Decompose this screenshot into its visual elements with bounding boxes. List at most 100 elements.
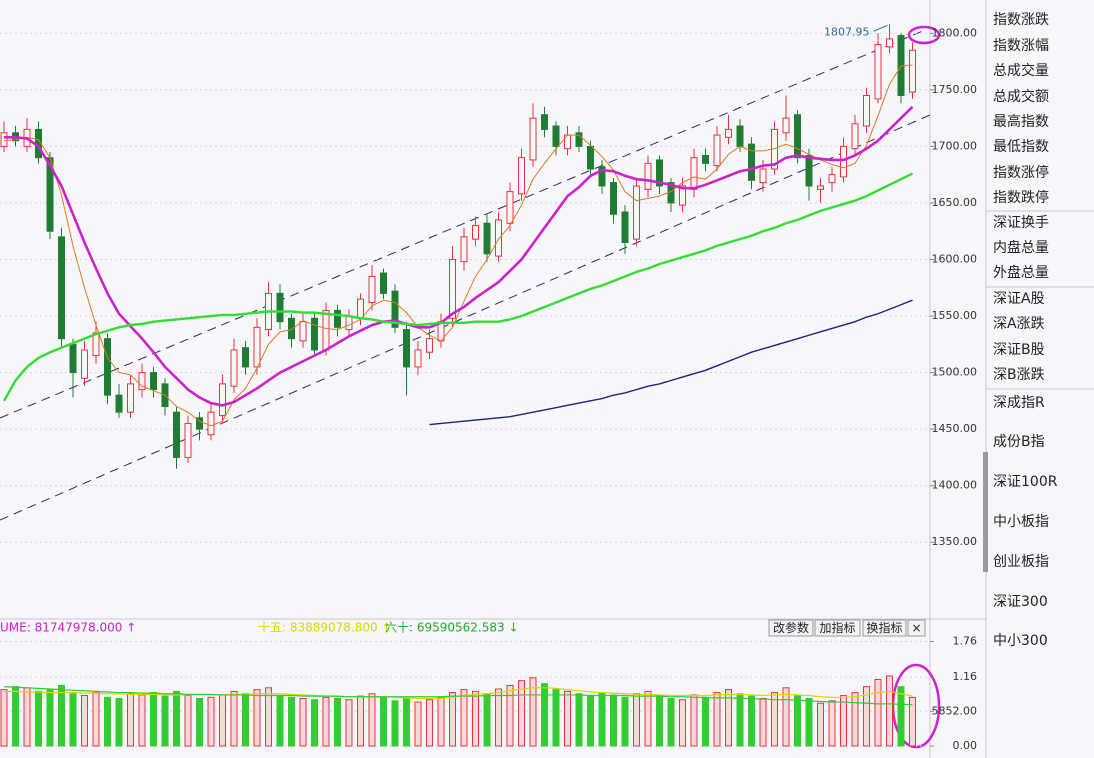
y-tick-label: 1350.00 <box>932 535 978 548</box>
volume-bar <box>598 692 606 747</box>
volume-bar <box>874 679 882 747</box>
volume-bar <box>23 687 31 747</box>
menu-item[interactable]: 最高指数 <box>993 113 1049 130</box>
candle-body <box>518 157 525 195</box>
volume-bar <box>150 692 157 747</box>
menu-item[interactable]: 深证B股 <box>993 342 1045 358</box>
toolbar-button[interactable] <box>814 619 861 637</box>
candle-body <box>713 134 721 167</box>
candle-body <box>426 338 433 353</box>
volume-bar <box>115 698 123 747</box>
candle-body <box>575 132 583 147</box>
volume-bar <box>391 700 399 747</box>
y-tick-label: 1500.00 <box>932 366 978 379</box>
candle-body <box>679 185 686 206</box>
candle-body <box>644 162 652 190</box>
menu-item[interactable]: 指数跌停 <box>993 189 1049 206</box>
ma-line <box>3 686 913 706</box>
volume-bar <box>621 696 629 747</box>
toolbar-button-label[interactable]: 加指标 <box>819 620 855 635</box>
highlight-ellipse <box>907 25 941 45</box>
candle-body <box>702 154 709 164</box>
volume-bar <box>495 688 502 747</box>
volume-bar <box>656 695 663 747</box>
volume-bar <box>299 698 307 747</box>
candle-body <box>828 174 836 184</box>
toolbar-button-label[interactable]: × <box>911 621 921 635</box>
volume-bar <box>725 689 732 747</box>
candle-body <box>748 143 755 181</box>
marks: 1350.00 1400.00 1450.00 1500.00 1550.00 1600.… <box>0 12 1058 752</box>
candle-body <box>0 132 8 147</box>
menu-item[interactable]: 内盘总量 <box>993 239 1049 256</box>
candle-body <box>621 211 629 244</box>
candle-body <box>104 338 111 396</box>
toolbar-button[interactable] <box>862 619 907 637</box>
candle-body <box>851 123 859 150</box>
menu-item[interactable]: 外盘总量 <box>993 264 1049 281</box>
menu-item[interactable]: 中小板指 <box>993 514 1049 530</box>
menu-item[interactable]: 总成交额 <box>993 88 1049 105</box>
menu-item[interactable]: 深成指R <box>993 395 1045 411</box>
menu-item[interactable]: 深B涨跌 <box>993 367 1045 383</box>
volume-bar <box>46 689 54 747</box>
volume-bar <box>69 693 77 747</box>
candle-body <box>449 258 456 319</box>
candle-body <box>874 44 882 100</box>
y-tick-label: 1700.00 <box>932 139 978 152</box>
menu-item[interactable]: 指数涨停 <box>993 164 1049 181</box>
candle-body <box>805 154 813 187</box>
candle-body <box>368 275 376 303</box>
candle-body <box>391 290 399 328</box>
menu-item[interactable]: 指数涨幅 <box>993 38 1049 54</box>
volume-bar <box>794 694 801 747</box>
candle-body <box>138 372 146 391</box>
ma-line <box>4 105 914 407</box>
candle-body <box>253 326 261 368</box>
candle-body <box>357 298 364 319</box>
scroll-handle[interactable] <box>983 452 988 572</box>
menu-item[interactable]: 中小300 <box>993 633 1048 649</box>
menu-item[interactable]: 创业板指 <box>993 554 1049 570</box>
annotation-arrow <box>873 24 888 32</box>
volume-bar <box>138 694 146 747</box>
candle-body <box>736 125 744 147</box>
candle-body <box>196 417 203 430</box>
volume-bar <box>81 695 88 747</box>
volume-bar <box>805 698 813 747</box>
volume-bar <box>587 695 594 747</box>
menu-item[interactable]: 深证换手 <box>993 214 1049 231</box>
toolbar-button-label[interactable]: 换指标 <box>866 620 902 635</box>
volume-bar <box>35 690 42 747</box>
volume-bar <box>667 698 675 747</box>
candle-body <box>184 422 192 458</box>
menu-item[interactable]: 深证A股 <box>993 291 1045 307</box>
toolbar-button[interactable] <box>768 619 814 637</box>
menu-item[interactable]: 深A涨跌 <box>993 316 1045 332</box>
candle-body <box>173 411 180 458</box>
menu-item[interactable]: 指数涨跌 <box>993 12 1049 28</box>
candle-body <box>58 236 65 340</box>
candle-body <box>495 219 502 257</box>
volume-bar <box>265 687 272 747</box>
candle-body <box>69 343 77 374</box>
candle-body <box>690 157 698 190</box>
volume-bar <box>529 677 537 747</box>
toolbar-button[interactable] <box>907 619 926 637</box>
candle-body <box>230 349 238 387</box>
menu-item[interactable]: 最低指数 <box>993 139 1049 155</box>
volume-bar <box>702 696 709 747</box>
volume-bar <box>276 695 284 747</box>
menu-item[interactable]: 成份B指 <box>993 434 1045 450</box>
menu-item[interactable]: 深证100R <box>993 474 1058 490</box>
menu-item[interactable]: 总成交量 <box>993 62 1049 79</box>
menu-item[interactable]: 深证300 <box>993 594 1048 610</box>
volume-bar <box>219 694 226 747</box>
candle-body <box>150 372 157 391</box>
toolbar-button-label[interactable]: 改参数 <box>773 620 809 635</box>
volume-bar <box>92 692 100 747</box>
volume-bar <box>840 695 847 747</box>
volume-bar <box>713 692 721 747</box>
